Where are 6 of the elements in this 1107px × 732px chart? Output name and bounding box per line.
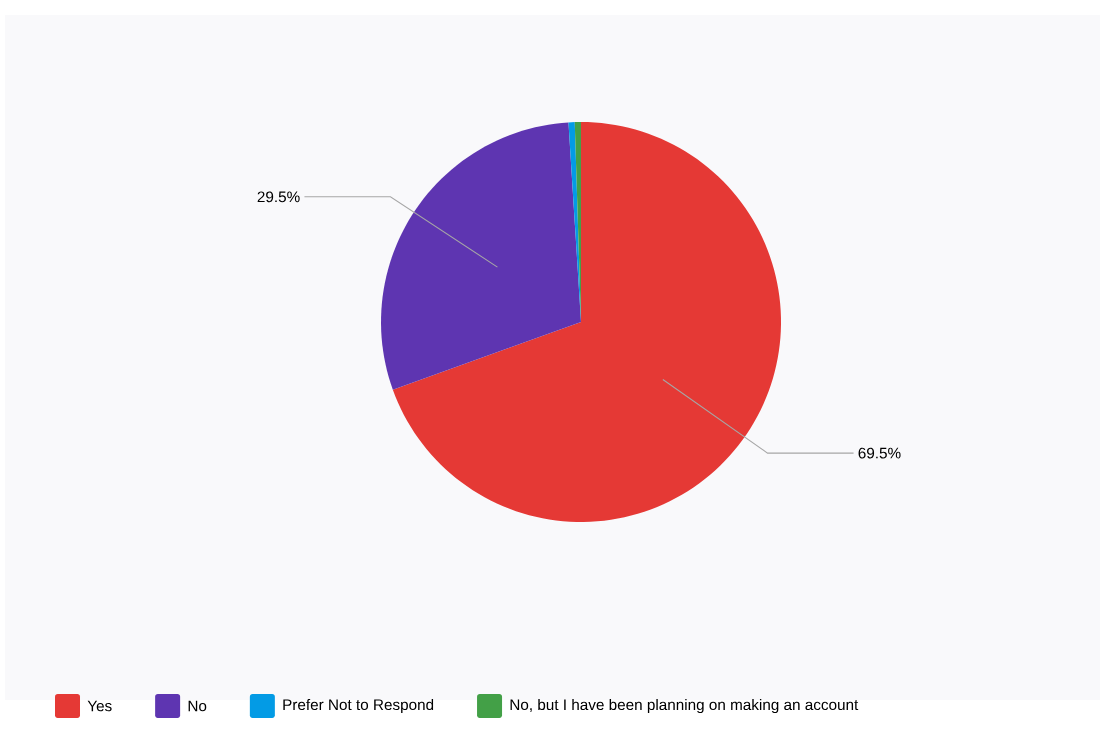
data-label: 29.5%	[257, 191, 300, 203]
legend-label: No, but I have been planning on making an account	[510, 698, 859, 714]
legend-label: No	[188, 700, 207, 712]
legend-label: Yes	[87, 700, 112, 712]
data-label: 69.5%	[858, 447, 901, 459]
legend-label: Prefer Not to Respond	[283, 698, 434, 714]
